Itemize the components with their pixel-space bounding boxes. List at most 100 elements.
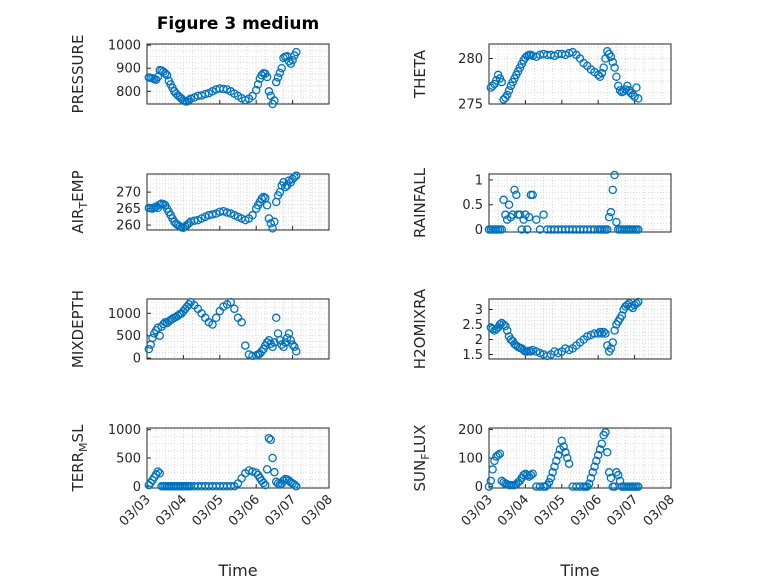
y-tick-label: 2.5 <box>462 318 483 333</box>
x-tick-label: 03/04 <box>153 492 190 529</box>
data-point <box>261 480 270 490</box>
data-point <box>633 482 643 491</box>
data-point <box>211 313 221 323</box>
data-point <box>584 479 594 488</box>
y-tick-label: 200 <box>458 423 483 438</box>
axes-border <box>146 173 330 231</box>
y-tick-label: 900 <box>116 62 141 77</box>
axes-border <box>488 43 672 105</box>
data-point <box>564 459 574 468</box>
data-point <box>553 450 563 460</box>
data-point <box>270 338 279 347</box>
data-point <box>264 433 274 443</box>
data-point <box>484 482 494 491</box>
data-point <box>291 482 301 491</box>
data-point <box>559 442 568 451</box>
data-point <box>155 331 164 340</box>
data-point <box>162 70 172 80</box>
data-point <box>606 473 616 483</box>
y-tick-label: 800 <box>116 85 141 100</box>
y-axis-label: PRESSURE <box>69 35 87 114</box>
data-point <box>502 90 512 100</box>
data-point <box>271 77 281 87</box>
data-point <box>290 480 299 489</box>
data-point <box>275 68 285 78</box>
data-point <box>155 469 164 478</box>
x-tick-label: 03/05 <box>532 492 569 529</box>
y-tick-label: 260 <box>116 219 141 234</box>
data-point <box>290 173 299 182</box>
figure-title: Figure 3 medium <box>157 14 319 34</box>
y-tick-label: 0 <box>133 480 141 495</box>
data-point <box>633 225 643 234</box>
subplot-sunflux: 0 100 200 03/03 03/04 03/05 03/06 03/07 03/08 Tim… <box>411 423 678 580</box>
y-tick-label: 100 <box>458 452 483 467</box>
data-point <box>148 333 157 343</box>
data-point <box>226 482 235 491</box>
data-point <box>592 456 601 466</box>
y-axis-label: SUNFLUX <box>411 425 432 492</box>
data-point <box>270 217 279 227</box>
data-point <box>610 63 619 72</box>
data-point <box>601 428 610 437</box>
y-tick-label: 265 <box>116 202 141 217</box>
data-point <box>613 470 623 480</box>
x-axis-label: Time <box>559 561 599 580</box>
data-point <box>532 215 541 224</box>
y-tick-label: 1 <box>475 173 483 188</box>
data-point <box>291 47 301 57</box>
data-point <box>528 190 537 200</box>
data-point <box>495 320 505 329</box>
data-point <box>200 89 210 99</box>
data-point <box>612 72 621 81</box>
y-tick-label: 275 <box>458 98 483 113</box>
data-point <box>248 351 257 361</box>
data-point <box>563 453 572 463</box>
y-tick-label: 0 <box>475 480 483 495</box>
x-tick-label: 03/07 <box>262 492 299 529</box>
series-markers <box>484 428 643 491</box>
axes-border <box>488 173 672 233</box>
data-point <box>291 171 301 180</box>
subplot-mixdepth: 0 500 1000 MIXDEPTH <box>69 290 330 368</box>
data-point <box>504 86 514 95</box>
y-tick-label: 3 <box>475 303 483 318</box>
data-point <box>244 466 254 475</box>
data-point <box>546 473 556 483</box>
subplot-rainfall: 0 0.5 1 RAINFALL <box>411 167 672 238</box>
data-point <box>262 201 272 210</box>
data-point <box>281 338 290 347</box>
data-point <box>219 206 228 216</box>
subplot-h2omixra: 1.522.53 H2OMIXRA <box>411 288 672 369</box>
data-point <box>601 329 610 338</box>
data-point <box>184 300 194 309</box>
data-point <box>524 212 534 222</box>
data-point <box>557 436 567 446</box>
data-point <box>522 225 532 234</box>
data-point <box>606 344 616 353</box>
data-point <box>610 170 619 180</box>
data-point <box>504 200 514 209</box>
y-tick-label: 1000 <box>108 307 141 322</box>
data-point <box>270 96 279 105</box>
data-point <box>548 468 557 477</box>
data-point <box>595 445 605 454</box>
data-point <box>604 212 614 222</box>
data-point <box>488 465 497 474</box>
data-point <box>613 81 623 91</box>
data-point <box>273 73 283 82</box>
data-point <box>268 342 277 352</box>
data-point <box>495 449 505 458</box>
subplot-pressure: 800 900 1000 PRESSURE Figure 3 medium <box>69 14 330 114</box>
data-point <box>517 225 527 234</box>
data-point <box>286 335 296 345</box>
series-markers <box>484 170 643 234</box>
x-tick-label: 03/06 <box>226 492 263 529</box>
y-tick-label: 0 <box>475 223 483 238</box>
data-point <box>257 347 266 356</box>
data-point <box>186 94 195 103</box>
data-point <box>595 327 605 337</box>
x-tick-label: 03/03 <box>117 492 154 529</box>
data-point <box>615 86 625 95</box>
